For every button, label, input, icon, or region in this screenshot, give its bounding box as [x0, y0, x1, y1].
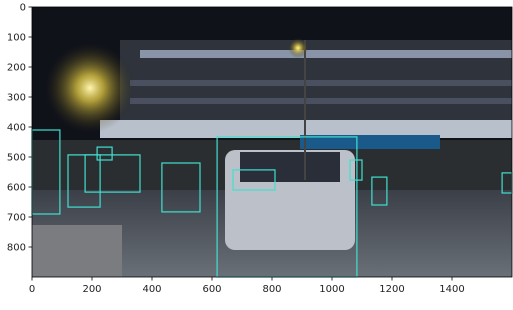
y-tick-label: 100	[7, 33, 26, 44]
photo	[32, 7, 512, 277]
y-tick-label: 700	[7, 213, 26, 224]
y-tick-label: 500	[7, 153, 26, 164]
x-tick-label: 1400	[439, 284, 464, 295]
x-tick-label: 600	[202, 284, 221, 295]
y-tick-label: 300	[7, 93, 26, 104]
x-tick-label: 200	[82, 284, 101, 295]
x-tick-label: 800	[262, 284, 281, 295]
x-tick-label: 400	[142, 284, 161, 295]
x-tick-label: 0	[29, 284, 35, 295]
y-tick-label: 800	[7, 243, 26, 254]
x-tick-label: 1200	[379, 284, 404, 295]
y-tick-label: 200	[7, 63, 26, 74]
x-tick-label: 1000	[319, 284, 344, 295]
y-tick-label: 600	[7, 183, 26, 194]
chart: 0 200 400 600 800 1000 1200 1400 0 100 200 300 400 50…	[0, 0, 513, 306]
y-tick-label: 0	[20, 3, 26, 14]
y-tick-label: 400	[7, 123, 26, 134]
